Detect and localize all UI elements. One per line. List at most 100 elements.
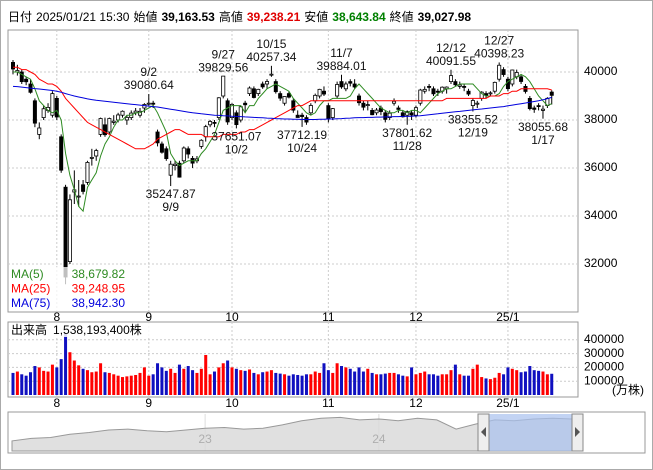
volume-bar bbox=[335, 363, 339, 395]
legend-value: 39,248.95 bbox=[72, 282, 126, 296]
volume-bar bbox=[410, 367, 414, 395]
candle-body bbox=[308, 105, 313, 114]
candle-body bbox=[330, 108, 335, 119]
volume-bar bbox=[318, 372, 322, 395]
candle-body bbox=[321, 90, 326, 95]
volume-tick-label: 400000 bbox=[584, 332, 624, 346]
header-text: 高値 bbox=[219, 9, 243, 24]
volume-bar bbox=[226, 360, 230, 395]
volume-bar bbox=[186, 366, 190, 395]
candle-body bbox=[549, 91, 554, 96]
x-tick-label: 9 bbox=[145, 396, 152, 410]
volume-bar bbox=[541, 371, 545, 395]
volume-bar bbox=[471, 368, 475, 395]
volume-bar bbox=[497, 372, 501, 395]
volume-bar bbox=[427, 374, 431, 395]
candle-body bbox=[466, 90, 471, 95]
volume-bar bbox=[20, 374, 24, 395]
annotation-value: 35247.87 bbox=[146, 187, 196, 201]
volume-bar bbox=[550, 373, 554, 395]
candle-body bbox=[10, 62, 15, 70]
candle-body bbox=[173, 163, 178, 167]
x-tick-label: 10 bbox=[225, 310, 239, 324]
volume-bar bbox=[467, 375, 471, 395]
candle-body bbox=[89, 156, 94, 159]
legend-name: MA(75) bbox=[11, 296, 50, 310]
candle-body bbox=[247, 87, 252, 94]
candle-body bbox=[256, 88, 261, 94]
candle-body bbox=[19, 71, 24, 83]
volume-bar bbox=[68, 352, 72, 395]
volume-bar bbox=[431, 374, 435, 395]
annotation-value: 40257.34 bbox=[246, 50, 296, 64]
volume-bar bbox=[423, 371, 427, 395]
volume-bar bbox=[502, 374, 506, 395]
legend-name: MA(5) bbox=[11, 267, 44, 281]
header-text: 始値 bbox=[133, 9, 157, 24]
annotation-value: 37801.62 bbox=[382, 126, 432, 140]
candle-body bbox=[85, 162, 90, 183]
header-text: 日付 bbox=[8, 10, 32, 24]
candle-body bbox=[300, 114, 305, 117]
volume-bar bbox=[103, 372, 107, 395]
x-tick-label: 8 bbox=[53, 396, 60, 410]
volume-bar bbox=[484, 378, 488, 395]
candle-body bbox=[457, 84, 462, 87]
candle-body bbox=[208, 121, 213, 126]
candle-body bbox=[98, 118, 103, 135]
volume-bar bbox=[72, 360, 76, 395]
volume-bar bbox=[85, 370, 89, 395]
x-tick-label: 11 bbox=[322, 310, 335, 324]
candle-body bbox=[383, 112, 388, 120]
candle-body bbox=[532, 107, 537, 110]
candle-body bbox=[273, 81, 278, 93]
candle-body bbox=[497, 64, 502, 80]
y-tick-label: 38000 bbox=[584, 112, 618, 126]
volume-bar bbox=[405, 376, 409, 395]
x-tick-label: 12 bbox=[409, 396, 423, 410]
volume-bar bbox=[344, 367, 348, 395]
candle-body bbox=[540, 108, 545, 111]
x-tick-label: 25/1 bbox=[496, 310, 520, 324]
volume-bar bbox=[515, 370, 519, 395]
volume-bar bbox=[129, 375, 133, 395]
candle-body bbox=[405, 111, 410, 116]
volume-bar bbox=[42, 370, 46, 395]
volume-bar bbox=[191, 370, 195, 395]
candle-body bbox=[146, 102, 151, 105]
volume-bar bbox=[401, 375, 405, 395]
candle-body bbox=[448, 75, 453, 83]
volume-bar bbox=[296, 374, 300, 395]
volume-bar bbox=[375, 374, 379, 395]
volume-bar bbox=[480, 377, 484, 395]
candle-body bbox=[37, 127, 42, 135]
candle-body bbox=[418, 89, 423, 104]
y-tick-label: 40000 bbox=[584, 64, 618, 78]
x-tick-label: 10 bbox=[225, 396, 239, 410]
candle-body bbox=[278, 93, 283, 99]
volume-bar bbox=[217, 367, 221, 395]
annotation-date: 9/2 bbox=[140, 65, 157, 79]
x-tick-label: 8 bbox=[53, 310, 60, 324]
candle-body bbox=[519, 76, 524, 82]
annotation-date: 12/12 bbox=[436, 41, 466, 55]
volume-tick-label: 200000 bbox=[584, 360, 624, 374]
candle-body bbox=[435, 90, 440, 93]
annotation-value: 40091.55 bbox=[426, 54, 476, 68]
volume-bar bbox=[300, 375, 304, 395]
candle-body bbox=[216, 97, 221, 119]
candle-body bbox=[422, 88, 427, 92]
candle-body bbox=[470, 100, 475, 106]
candle-body bbox=[225, 100, 230, 123]
ma-line bbox=[13, 66, 552, 150]
volume-bar bbox=[182, 368, 186, 395]
volume-bar bbox=[265, 371, 269, 395]
volume-bar bbox=[458, 374, 462, 395]
candle-body bbox=[76, 195, 81, 198]
volume-bar bbox=[11, 372, 15, 395]
candle-body bbox=[409, 112, 414, 116]
volume-bar bbox=[331, 372, 335, 395]
candle-body bbox=[199, 139, 204, 147]
volume-bar bbox=[523, 371, 527, 395]
